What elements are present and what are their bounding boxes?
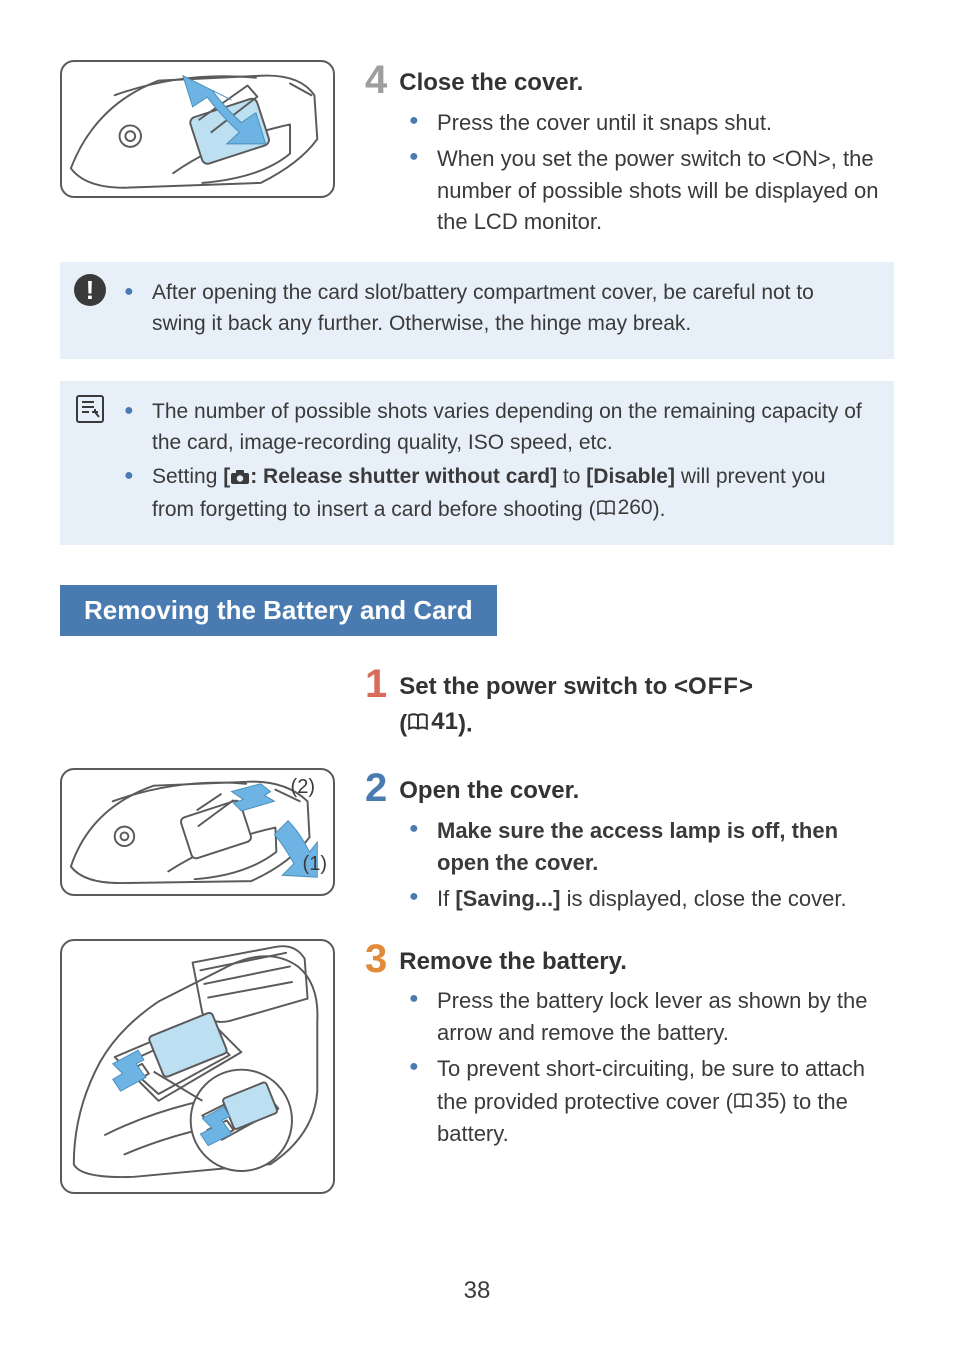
callout-2: (2)	[291, 776, 315, 799]
info-item-1: The number of possible shots varies depe…	[124, 397, 870, 458]
step-2-bullet-2: If [Saving...] is displayed, close the c…	[409, 883, 894, 915]
info-item-2: Setting [: Release shutter without card]…	[124, 462, 870, 525]
close-cover-drawing	[66, 66, 329, 193]
step-4-bullets: Press the cover until it snaps shut. Whe…	[365, 107, 894, 239]
step-4-bullet-1: Press the cover until it snaps shut.	[409, 107, 894, 139]
step-1: 1 Set the power switch to <OFF> (41).	[60, 664, 894, 748]
info-icon	[74, 393, 106, 425]
camera-icon	[230, 469, 250, 485]
step-4-number: 4	[365, 60, 387, 100]
step-1-title: Set the power switch to <OFF> (41).	[399, 664, 753, 742]
page-ref-260: 260	[596, 493, 653, 523]
step-3-number: 3	[365, 939, 387, 979]
step-2-bullet-1: Make sure the access lamp is off, then o…	[409, 815, 894, 879]
page-number: 38	[0, 1277, 954, 1305]
step-3-title: Remove the battery.	[399, 939, 627, 980]
info-note: The number of possible shots varies depe…	[60, 381, 894, 545]
step-4-illustration	[60, 60, 340, 198]
warning-text: After opening the card slot/battery comp…	[124, 278, 870, 339]
callout-1: (1)	[303, 853, 327, 876]
step-2-title: Open the cover.	[399, 768, 579, 809]
step-2-bullets: Make sure the access lamp is off, then o…	[365, 815, 894, 915]
step-3-bullets: Press the battery lock lever as shown by…	[365, 985, 894, 1149]
section-heading: Removing the Battery and Card	[60, 585, 497, 636]
open-cover-drawing	[66, 774, 329, 891]
manual-page: 4 Close the cover. Press the cover until…	[0, 0, 954, 1345]
step-3-bullet-1: Press the battery lock lever as shown by…	[409, 985, 894, 1049]
remove-battery-drawing	[66, 945, 329, 1184]
step-2-illustration: (2) (1)	[60, 768, 340, 896]
page-ref-41: 41	[407, 705, 458, 740]
step-2: (2) (1) 2 Open the cover. Make sure the …	[60, 768, 894, 918]
step-3-bullet-2: To prevent short-circuiting, be sure to …	[409, 1053, 894, 1150]
step-3: 3 Remove the battery. Press the battery …	[60, 939, 894, 1194]
step-3-illustration	[60, 939, 340, 1194]
page-ref-35: 35	[733, 1085, 779, 1117]
step-4-title: Close the cover.	[399, 60, 583, 101]
step-1-number: 1	[365, 664, 387, 704]
warning-note: ! After opening the card slot/battery co…	[60, 262, 894, 359]
warning-icon: !	[74, 274, 106, 306]
step-4: 4 Close the cover. Press the cover until…	[60, 60, 894, 242]
step-4-bullet-2: When you set the power switch to <ON>, t…	[409, 143, 894, 239]
step-2-number: 2	[365, 768, 387, 808]
